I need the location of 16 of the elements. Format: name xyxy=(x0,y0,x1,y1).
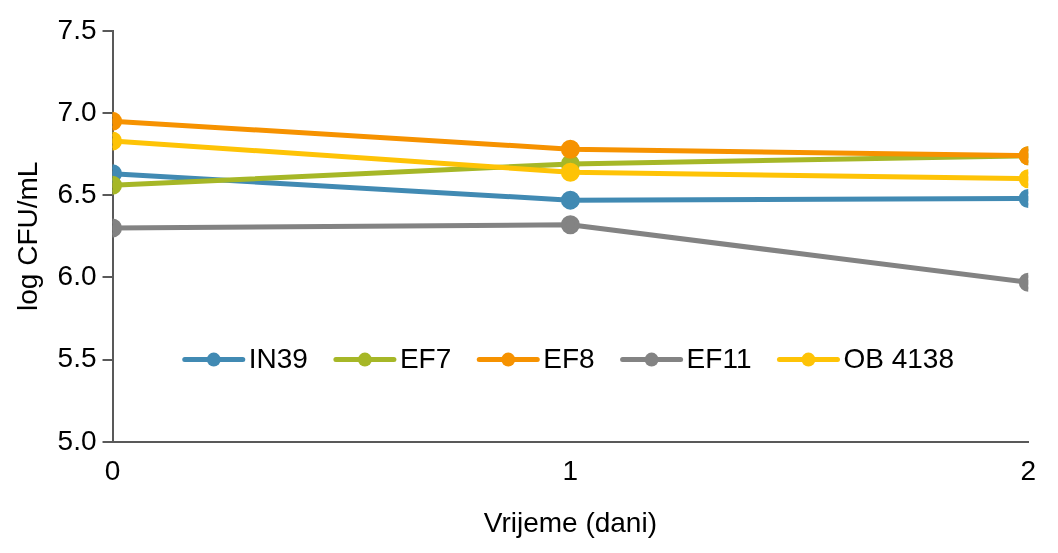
y-tick-label: 5.5 xyxy=(57,342,97,374)
x-tick-label: 0 xyxy=(104,455,121,487)
y-tick-label: 7.5 xyxy=(57,13,97,45)
x-tick-label: 1 xyxy=(562,455,579,487)
y-tick-label: 6.5 xyxy=(57,177,97,209)
y-tick-label: 6.0 xyxy=(57,260,97,292)
legend-label: EF11 xyxy=(686,343,752,375)
legend-label: IN39 xyxy=(248,343,308,375)
y-tick-label: 5.0 xyxy=(57,424,97,456)
legend-label: OB 4138 xyxy=(843,343,954,375)
x-tick-label: 2 xyxy=(1020,455,1036,487)
x-axis-title: Vrijeme (dani) xyxy=(483,506,657,538)
legend-label: EF7 xyxy=(399,343,452,375)
legend-label: EF8 xyxy=(543,343,595,375)
y-axis-title: log CFU/mL xyxy=(11,161,43,311)
y-tick-label: 7.0 xyxy=(57,95,97,127)
